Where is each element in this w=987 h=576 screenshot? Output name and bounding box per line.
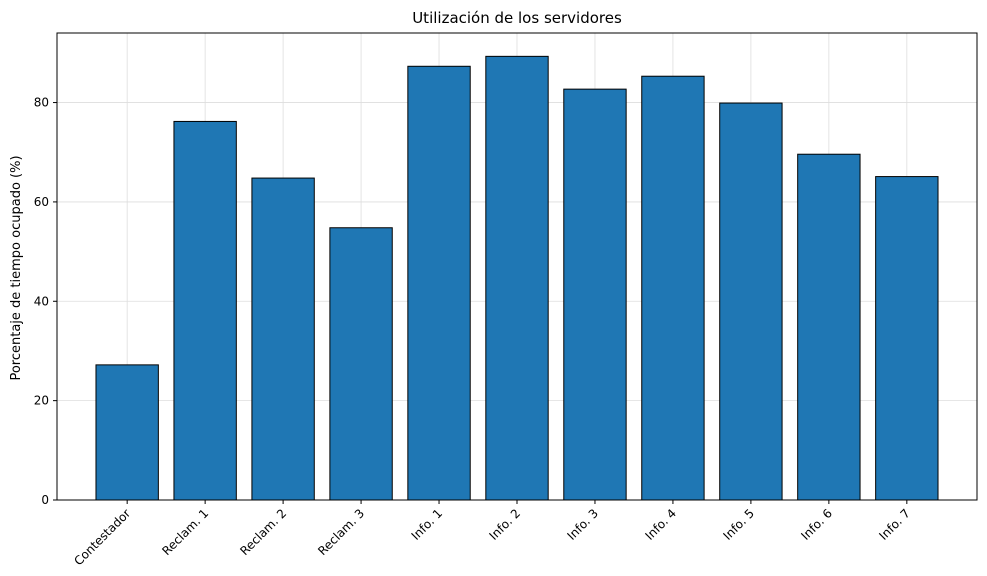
x-tick-label: Info. 2 [487, 506, 524, 543]
y-tick-label: 40 [34, 294, 49, 308]
x-tick-label: Info. 3 [564, 506, 601, 543]
x-tick-label: Info. 7 [876, 506, 913, 543]
bars [95, 55, 939, 501]
x-tick-label: Info. 5 [720, 506, 757, 543]
y-tick-label: 20 [34, 394, 49, 408]
y-tick-label: 0 [41, 493, 49, 507]
bar [563, 88, 627, 501]
bar [719, 102, 783, 501]
bar [95, 364, 159, 501]
bar [875, 176, 939, 501]
x-tick-label: Reclam. 2 [237, 506, 289, 558]
x-tick-label: Reclam. 3 [315, 506, 367, 558]
bar [251, 177, 315, 501]
y-tick-label: 60 [34, 195, 49, 209]
chart-title: Utilización de los servidores [412, 9, 622, 27]
x-tick-label: Info. 6 [798, 506, 835, 543]
bar [797, 153, 861, 501]
bar [173, 120, 237, 501]
bar [641, 75, 705, 501]
bar [485, 55, 549, 501]
bar [329, 227, 393, 501]
y-axis-label: Porcentaje de tiempo ocupado (%) [9, 155, 24, 380]
x-tick-label: Info. 4 [642, 506, 679, 543]
x-tick-label: Info. 1 [409, 506, 446, 543]
bar [407, 65, 471, 501]
x-tick-label: Contestador [71, 506, 133, 568]
x-tick-label: Reclam. 1 [159, 506, 211, 558]
y-tick-label: 80 [34, 96, 49, 110]
